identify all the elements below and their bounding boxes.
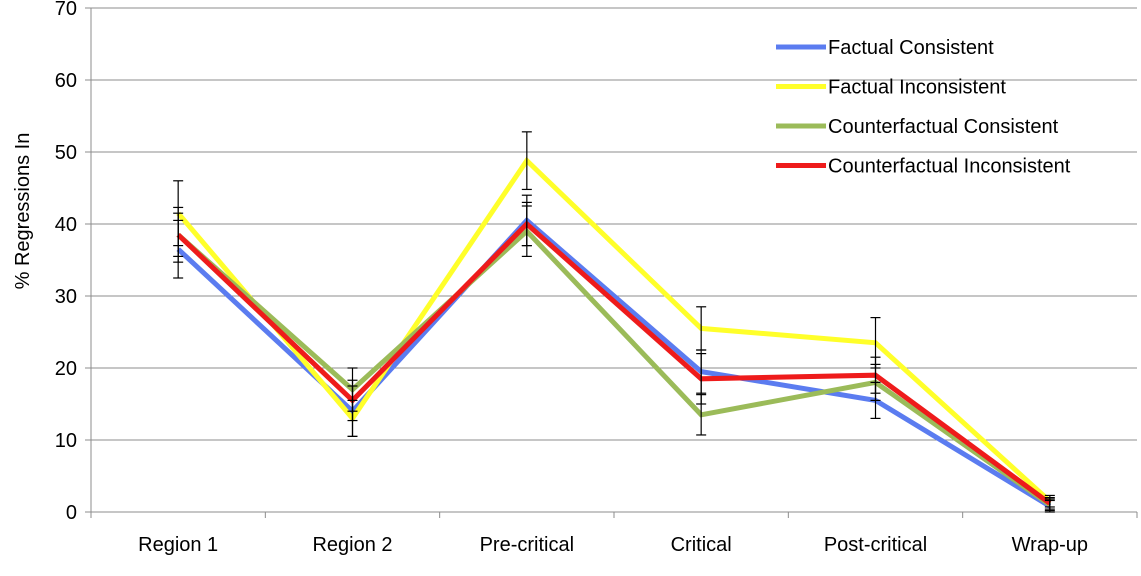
legend-label: Counterfactual Consistent	[828, 116, 1059, 138]
gridlines	[91, 7, 1137, 441]
error-bar	[347, 379, 358, 422]
x-tick-label: Pre-critical	[480, 534, 574, 556]
y-axis-title: % Regressions In	[12, 133, 34, 290]
series-lines	[176, 156, 1052, 509]
y-tick-labels: 0 10 20 30 40 50 60 70	[55, 0, 77, 524]
x-tick-label: Critical	[671, 534, 732, 556]
y-tick-label: 40	[55, 214, 77, 236]
error-bar	[696, 306, 707, 351]
y-tick-label: 20	[55, 358, 77, 380]
y-tick-label: 0	[66, 502, 77, 524]
y-tick-label: 60	[55, 70, 77, 92]
series-line-4	[176, 220, 1052, 506]
x-tick-label: Wrap-up	[1012, 534, 1088, 556]
x-tick-labels: Region 1 Region 2 Pre-critical Critical Post…	[138, 534, 1088, 556]
legend-label: Factual Consistent	[828, 37, 994, 59]
error-bar	[521, 201, 532, 247]
error-bars	[173, 131, 1055, 513]
y-tick-label: 10	[55, 430, 77, 452]
legend-item: Counterfactual Consistent	[776, 116, 1059, 138]
y-tick-label: 30	[55, 286, 77, 308]
series-line-2	[176, 156, 1052, 504]
legend-item: Factual Inconsistent	[776, 77, 1006, 99]
y-tick-label: 50	[55, 142, 77, 164]
legend-item: Factual Consistent	[776, 37, 994, 59]
legend-item: Counterfactual Inconsistent	[776, 156, 1071, 178]
y-tick-label: 70	[55, 0, 77, 20]
x-tick-label: Region 2	[312, 534, 392, 556]
x-tick-label: Post-critical	[824, 534, 927, 556]
error-bar	[870, 356, 881, 394]
legend: Factual Consistent Factual Inconsistent Co…	[776, 37, 1071, 178]
error-bar	[1044, 497, 1055, 510]
series-line-3	[176, 227, 1052, 507]
x-tick-label: Region 1	[138, 534, 218, 556]
legend-label: Factual Inconsistent	[828, 77, 1006, 99]
error-bar	[521, 131, 532, 191]
axes	[85, 7, 1138, 518]
error-bar	[696, 353, 707, 405]
error-bar	[173, 206, 184, 263]
legend-label: Counterfactual Inconsistent	[828, 156, 1071, 178]
